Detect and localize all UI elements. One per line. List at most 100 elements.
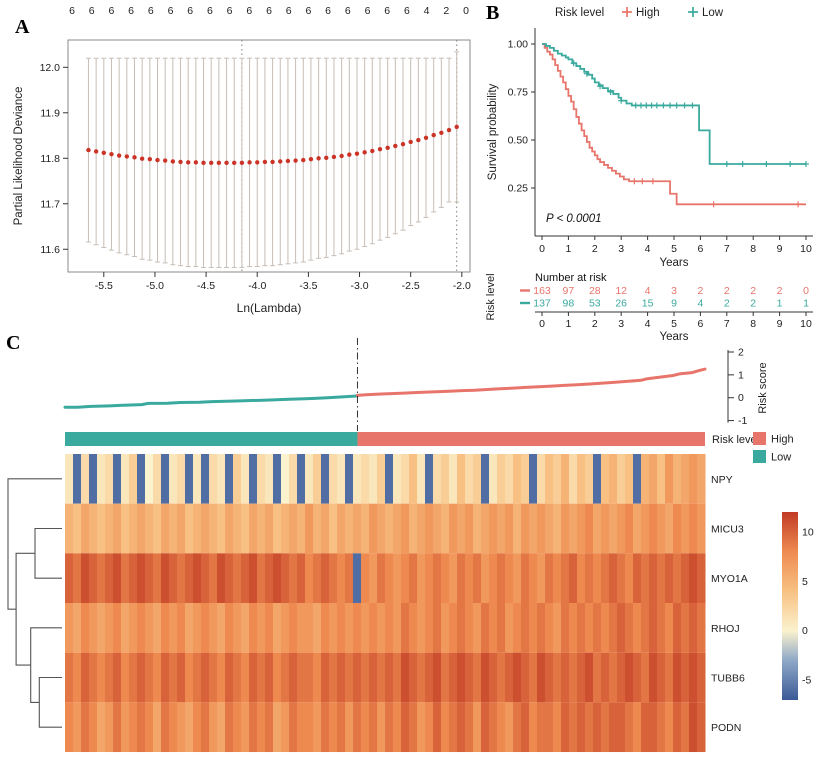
risk-table-tick: 10	[800, 318, 812, 330]
risk-count: 4	[645, 285, 651, 297]
risk-table-tick: 9	[777, 318, 783, 330]
df-top-label: 4	[424, 5, 430, 17]
risk-count: 137	[533, 298, 551, 310]
df-top-label: 6	[227, 5, 233, 17]
risk-count: 2	[750, 285, 756, 297]
x-tick-label: 4	[645, 243, 651, 255]
risk-count: 2	[724, 298, 730, 310]
df-top-label: 6	[305, 5, 311, 17]
deviance-dots	[86, 124, 459, 166]
heatmap-row-PODN	[65, 702, 706, 753]
risk-count: 28	[589, 285, 601, 297]
x-axis-title: Ln(Lambda)	[237, 301, 302, 315]
df-top-label: 6	[187, 5, 193, 17]
heatmap-row-TUBB6	[65, 652, 706, 703]
x-tick-label: 0	[539, 243, 545, 255]
risk-curve-low	[63, 394, 359, 409]
legend-label: High	[636, 7, 660, 19]
riskscore-tick-label: 0	[738, 392, 744, 404]
df-top-label: 6	[384, 5, 390, 17]
risk-table-tick: 0	[539, 318, 545, 330]
df-top-label: 6	[266, 5, 272, 17]
x-tick-label: -5.0	[146, 280, 164, 292]
colorbar-tick-label: 10	[802, 526, 814, 538]
y-tick-label: 0.75	[508, 87, 529, 99]
x-tick-label: 10	[800, 243, 812, 255]
df-top-label: 6	[286, 5, 292, 17]
x-tick-label: 5	[671, 243, 677, 255]
riskscore-axis-title: Risk score	[757, 362, 769, 413]
risk-count: 3	[671, 285, 677, 297]
colorbar-tick-label: -5	[802, 675, 811, 687]
risk-bar-low	[65, 432, 358, 446]
df-top-label: 6	[108, 5, 114, 17]
x-tick-label: 9	[777, 243, 783, 255]
risk-count: 2	[777, 285, 783, 297]
df-top-label: 2	[443, 5, 449, 17]
legend-label: Low	[702, 7, 724, 19]
legend-swatch-low	[753, 450, 766, 463]
x-tick-label: 8	[750, 243, 756, 255]
x-tick-label: 3	[618, 243, 624, 255]
y-tick-label: 11.8	[40, 153, 60, 165]
x-axis-title: Years	[660, 257, 689, 269]
risk-count: 98	[563, 298, 575, 310]
risk-count: 9	[671, 298, 677, 310]
risk-table-ylabel: Risk level	[485, 273, 497, 320]
risk-bar-high	[357, 432, 705, 446]
heatmap-colorbar	[782, 512, 798, 700]
risk-count: 12	[615, 285, 627, 297]
x-tick-label: 2	[592, 243, 598, 255]
y-tick-label: 11.9	[40, 107, 60, 119]
gene-label: RHOJ	[711, 623, 740, 635]
risk-bar-label: Risk level	[712, 434, 759, 446]
y-tick-label: 12.0	[40, 62, 61, 74]
df-top-label: 6	[345, 5, 351, 17]
gene-label: TUBB6	[711, 673, 745, 685]
x-tick-label: -5.5	[95, 280, 113, 292]
row-dendrogram	[7, 478, 62, 728]
panel-label-c: C	[6, 332, 21, 354]
gene-label: MYO1A	[711, 573, 748, 585]
panel-label-a: A	[15, 16, 30, 38]
df-top-label: 6	[69, 5, 75, 17]
gene-label: NPY	[711, 474, 733, 486]
heatmap-row-MYO1A	[65, 553, 706, 604]
heatmap-row-NPY	[65, 454, 706, 504]
risk-count: 163	[533, 285, 551, 297]
risk-count: 2	[750, 298, 756, 310]
risk-count: 53	[589, 298, 601, 310]
km-curve-low	[542, 43, 806, 165]
risk-table-tick: 1	[565, 318, 571, 330]
plot-box	[67, 39, 471, 273]
risk-count: 26	[615, 298, 627, 310]
riskscore-tick-label: 2	[738, 347, 744, 359]
panel-label-b: B	[486, 2, 500, 24]
colorbar-tick-label: 5	[802, 576, 808, 588]
risk-curve-high	[356, 367, 707, 397]
censor-marks-low	[570, 60, 809, 167]
y-tick-label: 0.50	[508, 135, 529, 147]
x-tick-label: 7	[724, 243, 730, 255]
km-legend-title: Risk level	[555, 7, 604, 19]
risk-table-tick: 5	[671, 318, 677, 330]
riskscore-tick-label: -1	[738, 415, 747, 427]
x-tick-label: -2.5	[402, 280, 420, 292]
risk-table-row-low: 137 98 53 26 15 9 4 2 2 1 1	[533, 298, 809, 310]
colorbar-tick-label: 0	[802, 625, 808, 637]
x-tick-label: 6	[697, 243, 703, 255]
y-tick-label: 1.00	[508, 39, 529, 51]
risk-table-tick: 8	[750, 318, 756, 330]
x-tick-label: -3.0	[350, 280, 368, 292]
pvalue-label: P < 0.0001	[546, 213, 602, 225]
heatmap-row-RHOJ	[65, 603, 706, 653]
y-axis-title: Survival probability	[487, 83, 499, 180]
df-top-label: 6	[168, 5, 174, 17]
df-top-label: 6	[128, 5, 134, 17]
risk-table-tick: 3	[618, 318, 624, 330]
risk-count: 2	[724, 285, 730, 297]
x-tick-label: -3.5	[299, 280, 317, 292]
